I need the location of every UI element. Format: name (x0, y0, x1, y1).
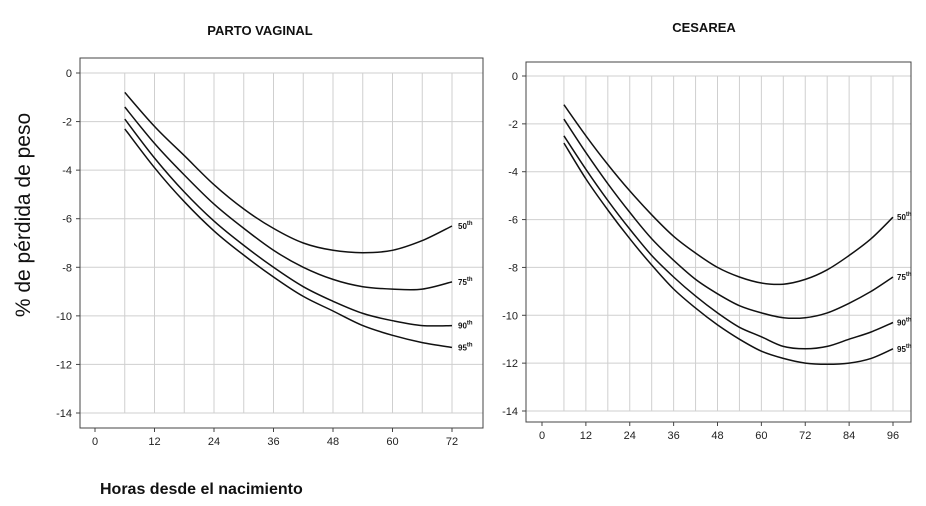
y-tick-label: -4 (62, 165, 72, 177)
y-tick-label: -12 (502, 358, 518, 370)
x-tick-label: 24 (624, 430, 636, 442)
y-tick-label: -6 (508, 215, 518, 227)
x-tick-label: 12 (580, 430, 592, 442)
x-tick-label: 0 (92, 436, 98, 448)
grid-lines (80, 73, 483, 413)
x-tick-label: 12 (148, 436, 160, 448)
y-tick-label: -8 (62, 262, 72, 274)
y-tick-label: -2 (508, 119, 518, 131)
plot-frame (526, 62, 911, 422)
grid-lines (526, 76, 911, 411)
series-line-50th (564, 105, 893, 285)
series-lines: 50th 75th 90th 95th (564, 105, 912, 365)
chart-title: PARTO VAGINAL (207, 23, 313, 38)
series-line-75th (564, 119, 893, 318)
x-tick-label: 24 (208, 436, 220, 448)
series-label-90th: 90th (458, 321, 473, 331)
y-tick-label: -2 (62, 117, 72, 129)
x-tick-label: 72 (799, 430, 811, 442)
series-line-75th (125, 107, 452, 290)
x-tick-label: 36 (267, 436, 279, 448)
x-axis-label: Horas desde el nacimiento (100, 481, 303, 498)
series-label-50th: 50th (897, 212, 912, 222)
series-label-75th: 75th (458, 277, 473, 287)
y-axis-label: % de pérdida de peso (12, 113, 35, 317)
y-tick-label: 0 (512, 71, 518, 83)
y-tick-label: -14 (502, 406, 518, 418)
x-tick-label: 96 (887, 430, 899, 442)
series-line-90th (564, 136, 893, 349)
y-tick-label: -10 (56, 311, 72, 323)
y-tick-labels: 0 -2 -4 -6 -8 -10 -12 -14 (56, 68, 80, 420)
x-tick-label: 36 (668, 430, 680, 442)
x-tick-label: 60 (755, 430, 767, 442)
x-tick-label: 48 (711, 430, 723, 442)
y-tick-label: -12 (56, 359, 72, 371)
x-tick-label: 84 (843, 430, 855, 442)
x-tick-labels: 0 12 24 36 48 60 72 84 96 (539, 422, 899, 442)
chart-panel-parto-vaginal: PARTO VAGINAL 0 -2 -4 -6 -8 -10 -12 -14 0 12 24 36… (56, 23, 483, 448)
series-label-95th: 95th (458, 342, 473, 352)
series-line-90th (125, 119, 452, 326)
series-line-95th (564, 143, 893, 364)
series-label-75th: 75th (897, 272, 912, 282)
chart-title: CESAREA (672, 20, 736, 35)
x-tick-label: 72 (446, 436, 458, 448)
y-tick-label: -10 (502, 310, 518, 322)
y-tick-label: 0 (66, 68, 72, 80)
y-tick-label: -6 (62, 214, 72, 226)
x-tick-labels: 0 12 24 36 48 60 72 (92, 428, 458, 448)
series-label-95th: 95th (897, 344, 912, 354)
x-tick-label: 60 (386, 436, 398, 448)
series-lines: 50th 75th 90th 95th (125, 92, 473, 352)
y-tick-label: -4 (508, 167, 518, 179)
x-tick-label: 48 (327, 436, 339, 448)
y-tick-label: -14 (56, 408, 72, 420)
x-tick-label: 0 (539, 430, 545, 442)
series-line-50th (125, 92, 452, 252)
series-line-95th (125, 129, 452, 348)
y-tick-labels: 0 -2 -4 -6 -8 -10 -12 -14 (502, 71, 526, 418)
series-label-90th: 90th (897, 317, 912, 327)
series-label-50th: 50th (458, 221, 473, 231)
y-tick-label: -8 (508, 262, 518, 274)
chart-panel-cesarea: CESAREA 0 -2 -4 -6 -8 -10 -12 -14 0 12 24 36 48 60 72… (502, 20, 912, 442)
